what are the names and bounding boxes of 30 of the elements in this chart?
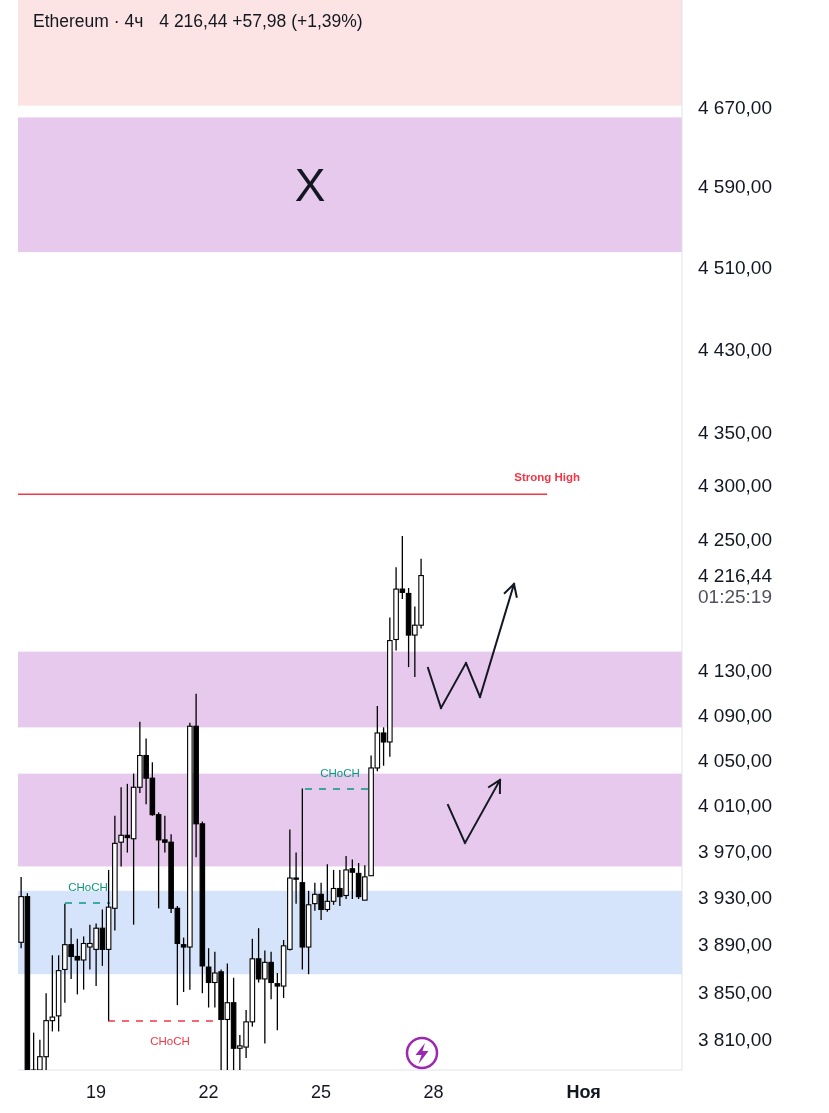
annotation: CHoCH	[68, 881, 108, 893]
y-tick-label: 3 970,00	[698, 840, 772, 862]
y-tick-label: 4 670,00	[698, 97, 772, 119]
annotation: CHoCH	[150, 1035, 190, 1047]
y-tick-label: 4 300,00	[698, 475, 772, 497]
x-tick-label: 19	[86, 1082, 107, 1102]
band-label: X	[294, 158, 326, 211]
y-tick-label: 4 050,00	[698, 749, 772, 771]
y-tick-label: 3 890,00	[698, 934, 772, 956]
y-tick-label: 3 930,00	[698, 887, 772, 909]
y-tick-label: 4 350,00	[698, 422, 772, 444]
text: Ethereum · 4ч	[33, 11, 144, 31]
y-tick-label: 4 430,00	[698, 338, 772, 360]
y-tick-label: 4 130,00	[698, 659, 772, 681]
x-tick-label: Ноя	[566, 1082, 601, 1102]
text: 4 216,44 +57,98 (+1,39%)	[159, 11, 363, 31]
y-tick-label: 4 090,00	[698, 704, 772, 726]
y-tick-label: 4 010,00	[698, 795, 772, 816]
text: 01:25:19	[698, 586, 772, 608]
y-tick-label: 4 510,00	[698, 256, 772, 278]
y-tick-label: 4 590,00	[698, 176, 772, 198]
x-tick-label: 22	[198, 1082, 219, 1102]
y-tick-label: 3 850,00	[698, 981, 772, 1003]
x-tick-label: 25	[311, 1082, 332, 1102]
y-tick-label: 4 216,44	[698, 565, 773, 587]
y-tick-label: 3 810,00	[698, 1029, 772, 1051]
annotation: CHoCH	[320, 767, 360, 779]
y-tick-label: 4 250,00	[698, 528, 772, 550]
ref-line-label: Strong High	[514, 471, 581, 484]
x-tick-label: 28	[423, 1082, 444, 1102]
